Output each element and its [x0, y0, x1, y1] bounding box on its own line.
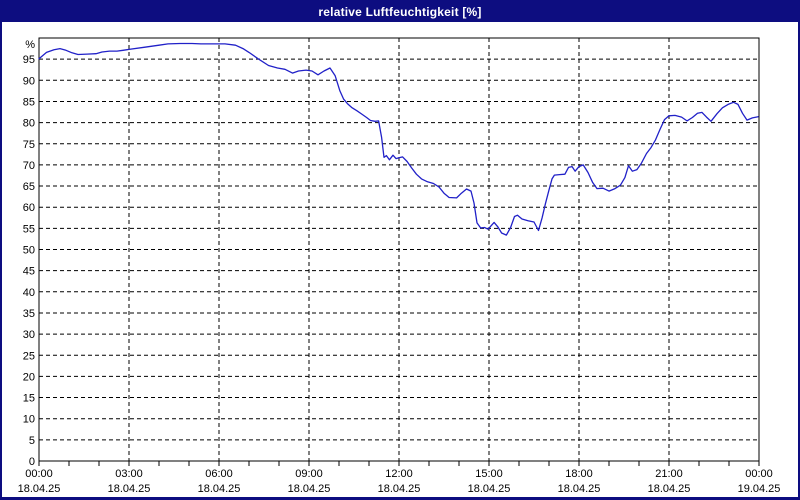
- x-tick-date-label: 18.04.25: [648, 483, 691, 495]
- y-tick-label: 30: [23, 329, 35, 341]
- y-tick-label: 5: [29, 435, 35, 447]
- x-tick-date-label: 18.04.25: [108, 483, 151, 495]
- x-tick-time-label: 03:00: [115, 468, 143, 480]
- y-tick-label: 90: [23, 75, 35, 87]
- x-tick-time-label: 06:00: [205, 468, 233, 480]
- x-tick-date-label: 18.04.25: [468, 483, 511, 495]
- y-tick-label: 80: [23, 118, 35, 130]
- y-tick-label: 35: [23, 308, 35, 320]
- x-tick-time-label: 15:00: [475, 468, 503, 480]
- y-tick-label: 45: [23, 266, 35, 278]
- x-tick-time-label: 21:00: [655, 468, 683, 480]
- y-tick-label: 60: [23, 202, 35, 214]
- y-tick-label: 85: [23, 96, 35, 108]
- y-tick-label: 55: [23, 223, 35, 235]
- y-tick-label: 95: [23, 54, 35, 66]
- y-tick-label: 20: [23, 371, 35, 383]
- y-tick-label: 40: [23, 287, 35, 299]
- plot-frame: [38, 37, 760, 462]
- x-tick-time-label: 00:00: [745, 468, 773, 480]
- x-tick-date-label: 18.04.25: [18, 483, 61, 495]
- x-tick-time-label: 18:00: [565, 468, 593, 480]
- y-tick-label: 15: [23, 393, 35, 405]
- humidity-data-line: [38, 42, 759, 236]
- y-tick-label: 25: [23, 350, 35, 362]
- x-tick-date-label: 18.04.25: [288, 483, 331, 495]
- y-tick-label: 70: [23, 160, 35, 172]
- x-tick-time-label: 00:00: [25, 468, 53, 480]
- y-tick-label: 50: [23, 245, 35, 257]
- y-axis-unit-label: %: [25, 39, 35, 51]
- x-tick-date-label: 18.04.25: [198, 483, 241, 495]
- x-tick-time-label: 09:00: [295, 468, 323, 480]
- x-tick-time-label: 12:00: [385, 468, 413, 480]
- x-tick-date-label: 18.04.25: [558, 483, 601, 495]
- y-tick-label: 75: [23, 139, 35, 151]
- x-tick-date-label: 19.04.25: [738, 483, 781, 495]
- chart-title-bar: relative Luftfeuchtigkeit [%]: [2, 2, 798, 22]
- y-tick-label: 0: [29, 456, 35, 468]
- x-tick-date-label: 18.04.25: [378, 483, 421, 495]
- y-tick-label: 10: [23, 414, 35, 426]
- chart-title: relative Luftfeuchtigkeit [%]: [318, 5, 482, 19]
- y-tick-label: 65: [23, 181, 35, 193]
- humidity-line-chart: 0 5 10 15 20 25 30 35 40 45 50 55 60 65 70 75 80 85 90 95% 0…: [2, 22, 798, 497]
